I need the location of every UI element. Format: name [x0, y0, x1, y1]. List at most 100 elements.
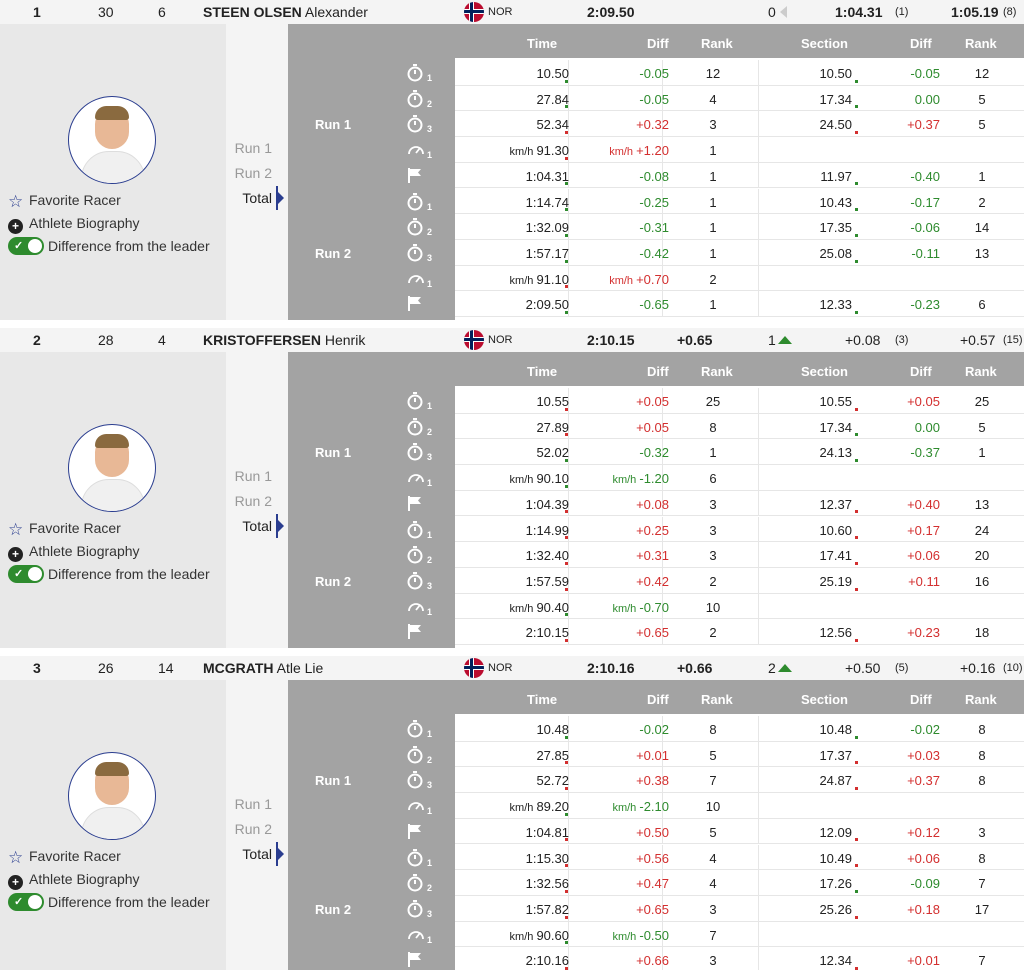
section-diff-marker: [855, 966, 858, 970]
athlete-name[interactable]: KRISTOFFERSEN Henrik: [203, 332, 365, 348]
split-diff: +0.05: [636, 420, 669, 435]
difference-leader-toggle[interactable]: ✓ Difference from the leader: [8, 893, 210, 911]
stopwatch-3-icon: 3: [405, 571, 433, 591]
section-rank: 8: [978, 722, 986, 737]
favorite-racer-label: Favorite Racer: [29, 192, 121, 208]
section-rank: 3: [978, 824, 986, 840]
stopwatch-2-icon: 2: [405, 745, 433, 765]
diff-marker: [565, 561, 568, 565]
run2-tab[interactable]: Run 2: [234, 493, 272, 509]
split-row: 2:09.50 -0.65 1 12.33 -0.23 6: [455, 291, 1024, 317]
total-tab[interactable]: Total: [242, 190, 272, 206]
split-rank: 10: [705, 799, 721, 815]
column-header-time: Time: [527, 364, 558, 379]
stopwatch-1-icon: 1: [405, 520, 433, 540]
section-time: 25.19: [819, 573, 852, 589]
split-diff: +0.01: [636, 748, 669, 763]
run2-time: 1:05.19: [951, 4, 999, 20]
split-diff: km/h -2.10: [612, 799, 669, 814]
rank-up-arrow-icon: [777, 664, 792, 672]
split-row: 1:04.39 +0.08 3 12.37 +0.40 13: [455, 490, 1024, 517]
section-time: 17.26: [819, 876, 852, 892]
split-row: km/h 91.30 km/h +1.20 1: [455, 137, 1024, 163]
run2-tab[interactable]: Run 2: [234, 821, 272, 837]
athlete-firstname: Alexander: [301, 4, 368, 20]
difference-leader-toggle[interactable]: ✓ Difference from the leader: [8, 237, 210, 255]
favorite-racer-label: Favorite Racer: [29, 520, 121, 536]
split-row: 52.02 -0.32 1 24.13 -0.37 1: [455, 439, 1024, 466]
split-time-value: 1:32.56: [525, 876, 569, 892]
split-diff: +0.65: [636, 902, 669, 917]
run1-tab[interactable]: Run 1: [234, 140, 272, 156]
nation-code: NOR: [488, 662, 513, 674]
split-diff-value: +0.56: [636, 850, 669, 866]
run-selector: Run 1 Run 2 Total: [226, 352, 288, 648]
speed-1-icon: 1: [405, 796, 433, 816]
section-time: 11.97: [820, 168, 852, 184]
split-diff-value: +0.08: [636, 496, 669, 512]
toggle-switch-icon[interactable]: ✓: [8, 893, 44, 911]
star-icon: ☆: [8, 848, 24, 867]
split-time: km/h 90.60: [510, 928, 569, 943]
athlete-header-row[interactable]: 2 28 4 KRISTOFFERSEN Henrik NOR 2:10.15 +0.65 1…: [0, 328, 1024, 352]
section-diff: +0.40: [907, 496, 940, 512]
athlete-biography-label: Athlete Biography: [29, 215, 140, 231]
athlete-name[interactable]: MCGRATH Atle Lie: [203, 660, 323, 676]
athlete-biography-link[interactable]: + Athlete Biography: [8, 543, 140, 562]
split-diff-value: +0.25: [636, 522, 669, 538]
athlete-name[interactable]: STEEN OLSEN Alexander: [203, 4, 368, 20]
split-row: 1:32.56 +0.47 4 17.26 -0.09 7: [455, 870, 1024, 896]
athlete-biography-link[interactable]: + Athlete Biography: [8, 871, 140, 890]
split-time-value: 1:14.99: [525, 522, 569, 538]
favorite-racer-link[interactable]: ☆ Favorite Racer: [8, 520, 121, 538]
split-rank: 3: [709, 496, 717, 512]
difference-leader-toggle[interactable]: ✓ Difference from the leader: [8, 565, 210, 583]
split-time-value: 52.72: [536, 773, 569, 789]
toggle-switch-icon[interactable]: ✓: [8, 237, 44, 255]
norway-flag-icon: [464, 2, 484, 22]
section-diff: 0.00: [914, 91, 940, 107]
favorite-racer-link[interactable]: ☆ Favorite Racer: [8, 848, 121, 866]
section-diff: -0.23: [910, 297, 940, 313]
section-rank: 7: [978, 953, 986, 969]
plus-icon: +: [8, 219, 23, 234]
split-rank: 2: [709, 271, 717, 287]
diff-marker: [565, 407, 568, 411]
athlete-header-row[interactable]: 1 30 6 STEEN OLSEN Alexander NOR 2:09.50 0 1:04…: [0, 0, 1024, 24]
athlete-surname: STEEN OLSEN: [203, 4, 302, 20]
split-time-value: 27.84: [536, 91, 569, 107]
stopwatch-1-icon: 1: [405, 391, 433, 411]
split-row: km/h 91.10 km/h +0.70 2: [455, 265, 1024, 292]
split-row: 27.89 +0.05 8 17.34 0.00 5: [455, 413, 1024, 440]
run1-tab[interactable]: Run 1: [234, 796, 272, 812]
athlete-biography-link[interactable]: + Athlete Biography: [8, 215, 140, 234]
split-time-value: 10.55: [536, 394, 569, 409]
split-rank: 1: [709, 297, 717, 313]
split-time-value: 2:10.16: [525, 953, 569, 969]
favorite-racer-link[interactable]: ☆ Favorite Racer: [8, 192, 121, 210]
section-rank: 8: [978, 850, 986, 866]
split-diff: km/h -0.50: [612, 928, 669, 943]
unit-label: km/h: [509, 602, 537, 615]
toggle-switch-icon[interactable]: ✓: [8, 565, 44, 583]
section-diff-marker: [855, 536, 858, 540]
total-tab[interactable]: Total: [242, 518, 272, 534]
split-time-value: 90.10: [536, 471, 569, 487]
start-points: 14: [158, 660, 174, 676]
split-diff: -0.05: [639, 92, 669, 107]
split-time-value: 27.89: [536, 419, 569, 435]
section-time: 24.13: [819, 445, 852, 461]
stopwatch-1-icon: 1: [405, 719, 433, 739]
section-diff-marker: [855, 864, 858, 868]
section-rank: 16: [974, 573, 990, 589]
diff-marker: [565, 761, 568, 765]
diff-marker: [565, 638, 568, 642]
split-time-value: 1:04.39: [525, 496, 569, 512]
run2-tab[interactable]: Run 2: [234, 165, 272, 181]
athlete-header-row[interactable]: 3 26 14 MCGRATH Atle Lie NOR 2:10.16 +0.66 2 +0.…: [0, 656, 1024, 680]
split-row: 1:32.40 +0.31 3 17.41 +0.06 20: [455, 542, 1024, 568]
split-time: 27.89: [536, 420, 569, 435]
total-time: 2:09.50: [587, 4, 635, 20]
run1-tab[interactable]: Run 1: [234, 468, 272, 484]
total-tab[interactable]: Total: [242, 846, 272, 862]
